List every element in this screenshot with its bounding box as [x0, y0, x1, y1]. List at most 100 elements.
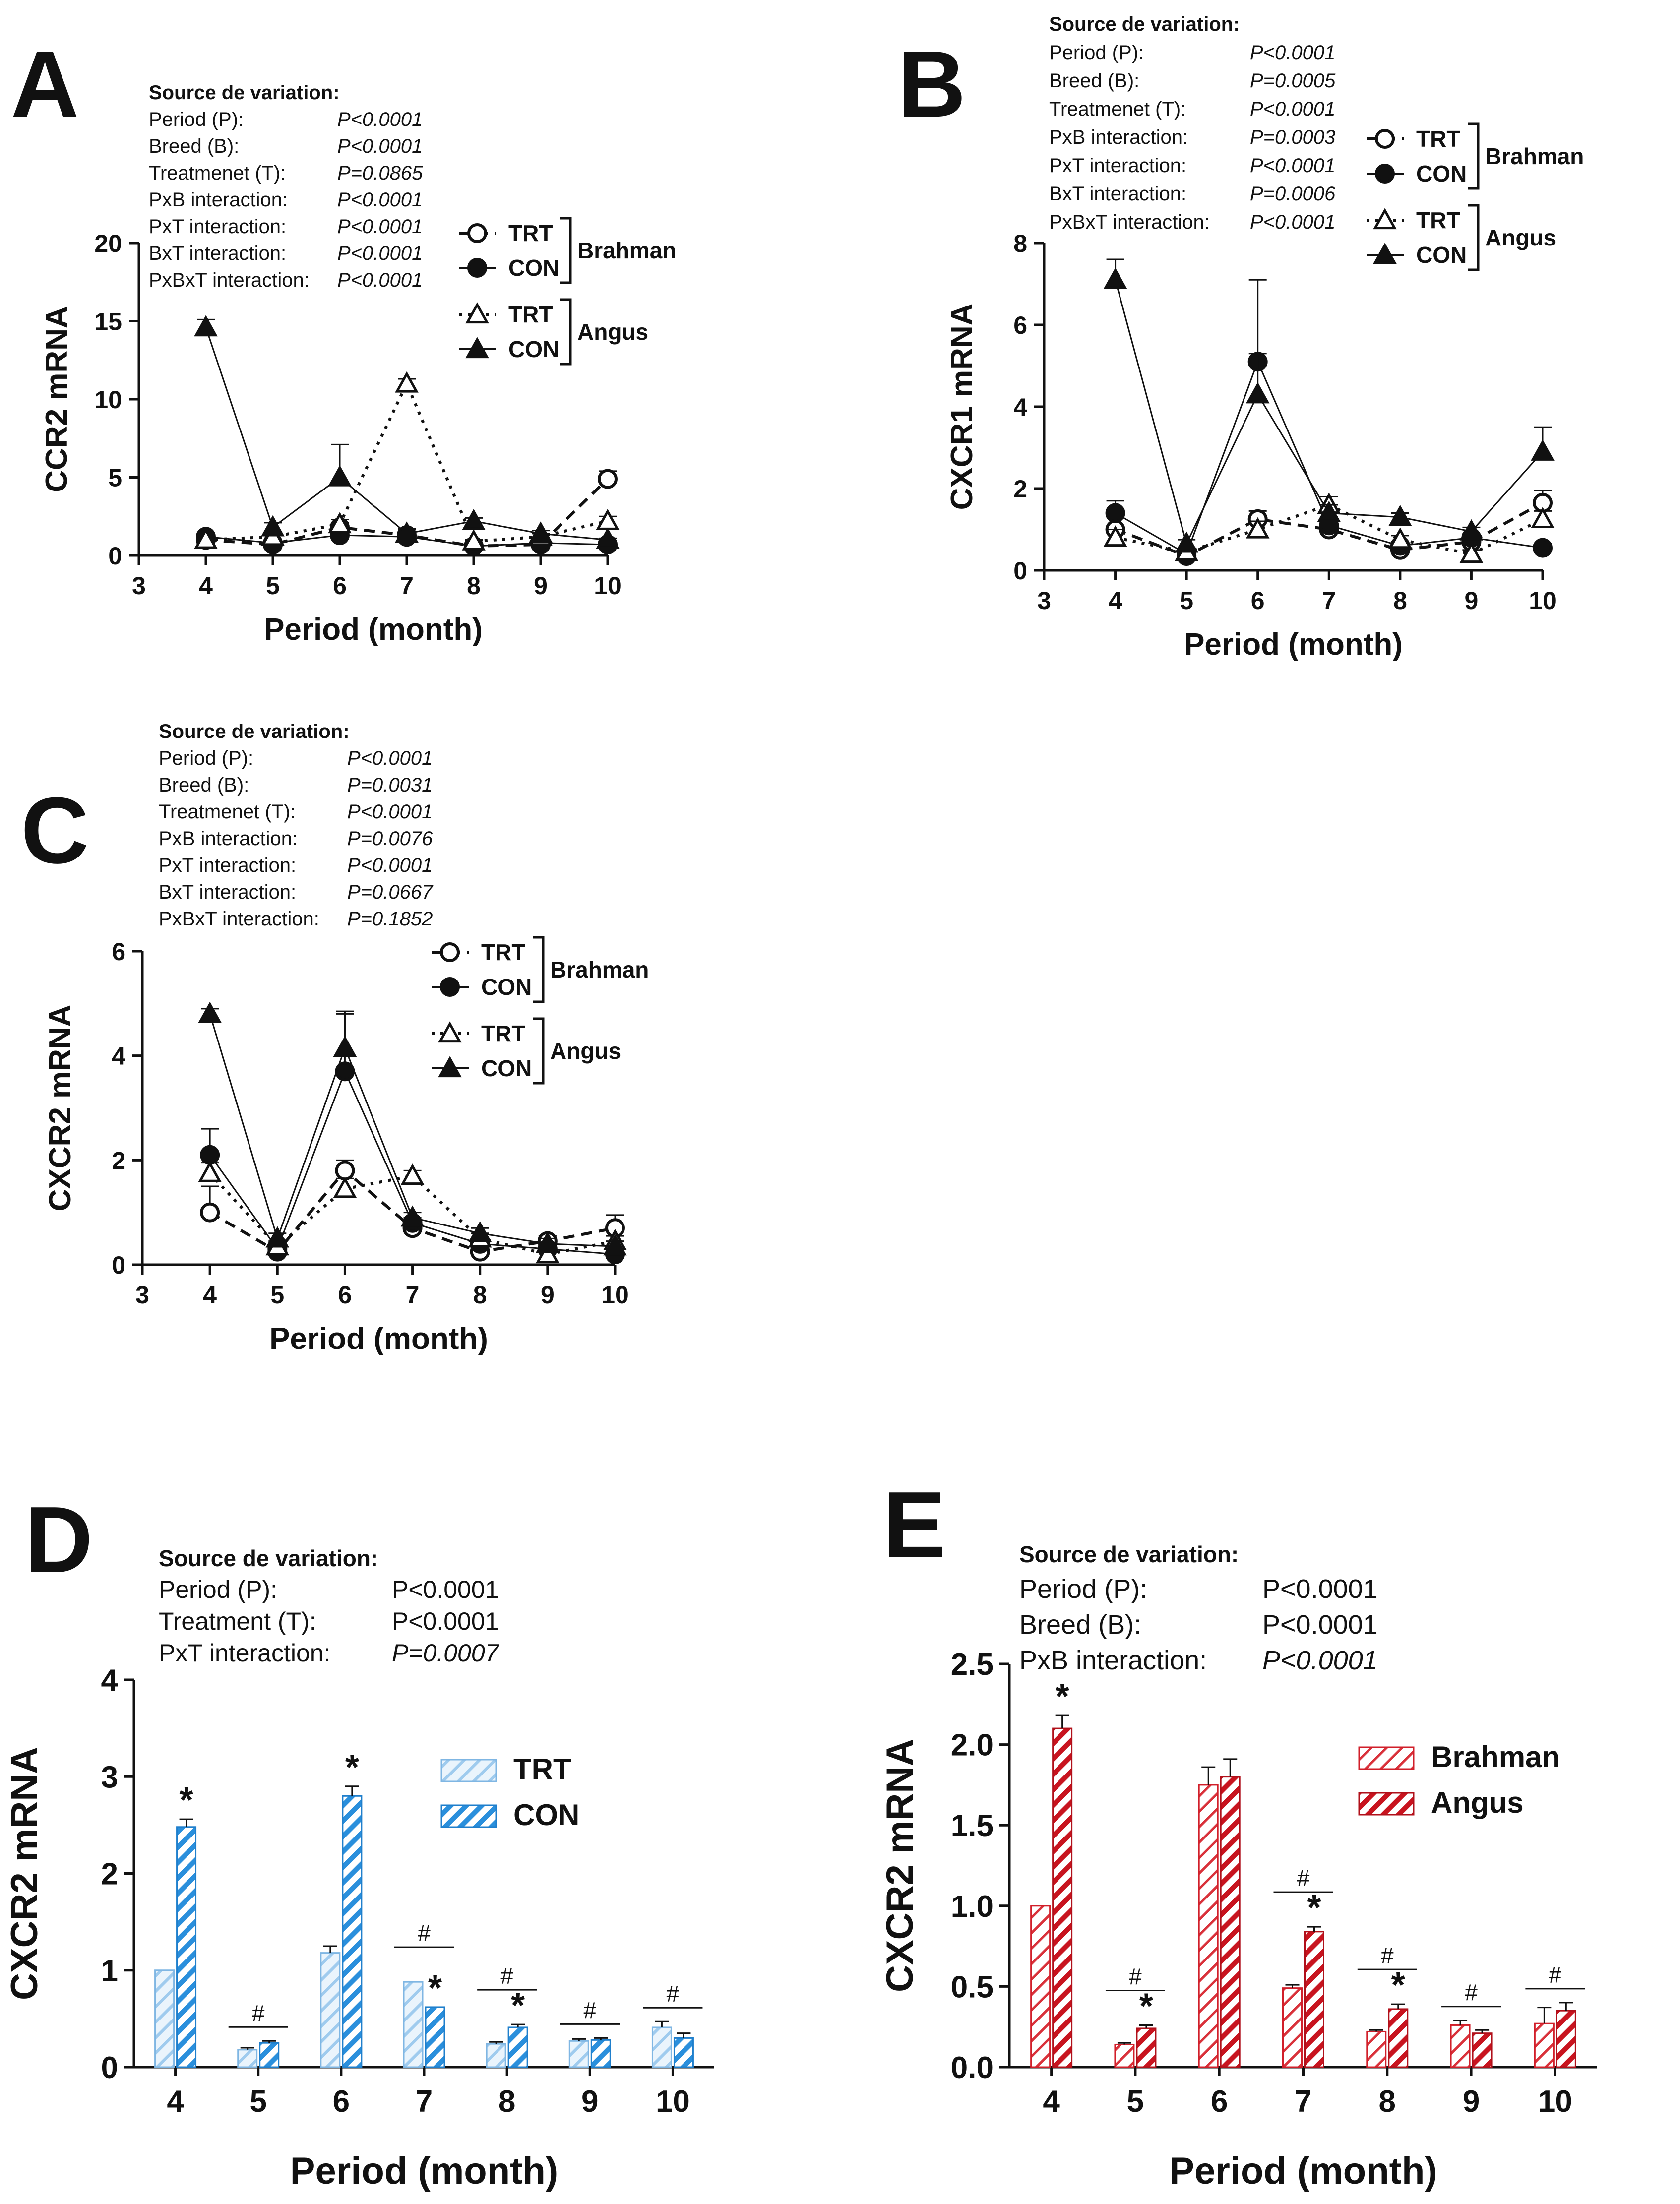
legend-label: CON [481, 1055, 532, 1081]
x-axis-label: Period (month) [264, 612, 483, 647]
data-point [596, 509, 620, 530]
x-tick-label: 9 [581, 2084, 598, 2119]
data-point [1459, 542, 1484, 563]
x-tick-label: 9 [1465, 587, 1479, 614]
stat-label: PxT interaction: [159, 1639, 330, 1667]
bar-brahman [1114, 2043, 1135, 2068]
legend-bracket [560, 217, 572, 284]
legend-marker-circle-filled [440, 977, 460, 997]
stat-label: PxBxT interaction: [1049, 211, 1210, 233]
y-tick-label: 0 [1013, 557, 1027, 585]
y-tick-label: 4 [112, 1042, 125, 1070]
bar-con [507, 2026, 528, 2068]
panel-letter-A: A [11, 32, 79, 137]
data-point [400, 1205, 425, 1227]
bar-trt [568, 2040, 589, 2068]
data-point [598, 469, 618, 489]
legend-swatch [1358, 1746, 1415, 1770]
stats-title: Source de variation: [159, 1545, 378, 1571]
x-tick-label: 7 [400, 572, 414, 600]
data-point [400, 1163, 425, 1185]
bar-con [673, 2037, 694, 2068]
significance-star: * [511, 1986, 525, 2025]
x-tick-label: 9 [541, 1281, 555, 1309]
x-tick-label: 4 [1043, 2084, 1060, 2119]
stat-label: Period (P): [1049, 42, 1144, 63]
significance-hash: # [583, 1997, 596, 2023]
bar-con [425, 2006, 445, 2068]
x-tick-label: 6 [333, 2084, 350, 2119]
significance-hash: # [500, 1963, 513, 1989]
stats-title: Source de variation: [159, 721, 350, 742]
data-point [1105, 503, 1125, 523]
data-point [328, 465, 352, 487]
stat-label: Breed (B): [159, 774, 249, 796]
legend-marker-triangle-open [1373, 208, 1397, 230]
stats-title: Source de variation: [1019, 1541, 1239, 1567]
stat-value: P<0.0001 [1250, 155, 1335, 177]
x-tick-label: 8 [1393, 587, 1407, 614]
legend-bracket [533, 936, 545, 1003]
stat-value: P=0.0003 [1250, 126, 1335, 148]
y-axis-label: CXCR2 mRNA [43, 1005, 77, 1212]
data-point [1459, 519, 1484, 541]
legend-marker-triangle-filled [465, 337, 489, 359]
legend-label: TRT [481, 1021, 525, 1046]
y-tick-label: 4 [1013, 393, 1027, 421]
x-tick-label: 4 [199, 572, 213, 600]
panel-B: B Source de variation: Period (P): P<0.0001… [898, 13, 1584, 662]
stat-label: Breed (B): [1019, 1610, 1141, 1640]
x-tick-label: 10 [1538, 2084, 1572, 2119]
x-tick-label: 4 [1109, 587, 1122, 614]
legend-label: CON [1416, 161, 1467, 186]
data-point [1533, 538, 1553, 558]
y-tick-label: 1.0 [951, 1890, 994, 1924]
data-point [529, 521, 553, 543]
data-point [462, 529, 486, 551]
legend-group-label: Angus [577, 319, 648, 345]
bar-angus [1304, 1931, 1324, 2068]
y-tick-label: 6 [1013, 311, 1027, 339]
stat-label: Period (P): [159, 1576, 277, 1603]
significance-star: * [180, 1780, 193, 1820]
bar-brahman [1366, 2030, 1387, 2068]
series-line-angus-trt [205, 380, 608, 543]
significance-star: * [345, 1748, 359, 1787]
data-point [395, 371, 419, 393]
x-tick-label: 10 [594, 572, 622, 600]
data-point [335, 1161, 355, 1181]
data-point [462, 509, 486, 530]
significance-star: * [1139, 1986, 1153, 2026]
significance-star: * [1391, 1965, 1405, 2005]
data-point [1531, 507, 1555, 529]
y-tick-label: 0 [108, 542, 122, 570]
y-tick-label: 20 [94, 230, 122, 257]
bar-trt [651, 2026, 672, 2068]
legend-label: TRT [481, 939, 525, 965]
y-tick-label: 8 [1013, 230, 1027, 257]
x-tick-label: 3 [135, 1281, 149, 1309]
x-tick-label: 4 [167, 2084, 184, 2119]
legend-label: CON [508, 336, 559, 362]
data-point [200, 1145, 220, 1165]
bar-con [590, 2039, 611, 2068]
x-tick-label: 8 [467, 572, 481, 600]
stat-value: P=0.0005 [1250, 70, 1336, 92]
x-tick-label: 3 [132, 572, 146, 600]
x-tick-label: 5 [266, 572, 280, 600]
stat-value: P=0.0007 [392, 1639, 500, 1667]
y-tick-label: 15 [94, 308, 122, 336]
data-point [603, 1234, 627, 1256]
x-tick-label: 6 [1211, 2084, 1228, 2119]
y-tick-label: 1 [101, 1954, 118, 1988]
x-tick-label: 8 [1379, 2084, 1396, 2119]
y-tick-label: 5 [108, 464, 122, 492]
significance-hash: # [667, 1981, 680, 2007]
legend-group-label: Brahman [577, 238, 676, 263]
legend-label: CON [1416, 242, 1467, 268]
bar-con [176, 1826, 197, 2068]
significance-star: * [1056, 1677, 1069, 1716]
stat-value: P<0.0001 [347, 801, 433, 823]
stat-value: P<0.0001 [1250, 42, 1335, 63]
stat-label: Treatmenet (T): [149, 162, 286, 184]
